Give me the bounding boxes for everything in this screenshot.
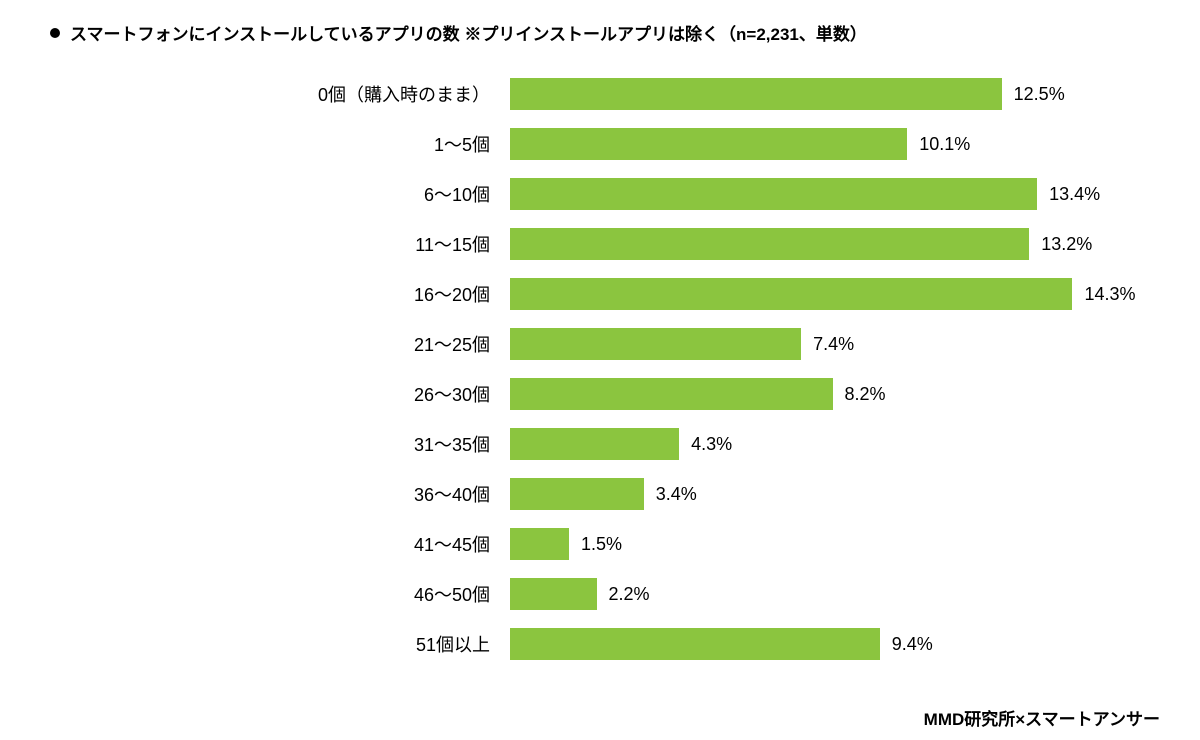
chart-row: 6～10個 13.4% bbox=[70, 175, 1170, 213]
value-label: 9.4% bbox=[892, 634, 933, 655]
value-label: 8.2% bbox=[845, 384, 886, 405]
chart-row: 16～20個 14.3% bbox=[70, 275, 1170, 313]
category-label: 1～5個 bbox=[70, 131, 510, 157]
bar bbox=[510, 278, 1072, 310]
chart-row: 21～25個 7.4% bbox=[70, 325, 1170, 363]
category-label: 46～50個 bbox=[70, 581, 510, 607]
bar bbox=[510, 228, 1029, 260]
bar bbox=[510, 528, 569, 560]
chart-row: 31～35個 4.3% bbox=[70, 425, 1170, 463]
category-label: 36～40個 bbox=[70, 481, 510, 507]
chart-row: 1～5個 10.1% bbox=[70, 125, 1170, 163]
category-label: 11～15個 bbox=[70, 231, 510, 257]
category-label: 26～30個 bbox=[70, 381, 510, 407]
bar-area: 13.2% bbox=[510, 228, 1170, 260]
bar-area: 10.1% bbox=[510, 128, 1170, 160]
bullet-icon bbox=[50, 28, 60, 38]
bar-area: 13.4% bbox=[510, 178, 1170, 210]
category-label: 41～45個 bbox=[70, 531, 510, 557]
bar-chart: 0個（購入時のまま） 12.5% 1～5個 10.1% 6～10個 13.4% 11～15個… bbox=[70, 75, 1170, 663]
chart-row: 11～15個 13.2% bbox=[70, 225, 1170, 263]
value-label: 13.2% bbox=[1041, 234, 1092, 255]
title-row: スマートフォンにインストールしているアプリの数 ※プリインストールアプリは除く（… bbox=[30, 20, 1170, 45]
bar-area: 2.2% bbox=[510, 578, 1170, 610]
chart-container: スマートフォンにインストールしているアプリの数 ※プリインストールアプリは除く（… bbox=[0, 0, 1200, 740]
category-label: 21～25個 bbox=[70, 331, 510, 357]
bar-area: 8.2% bbox=[510, 378, 1170, 410]
chart-row: 26～30個 8.2% bbox=[70, 375, 1170, 413]
value-label: 4.3% bbox=[691, 434, 732, 455]
bar bbox=[510, 378, 833, 410]
category-label: 6～10個 bbox=[70, 181, 510, 207]
bar bbox=[510, 178, 1037, 210]
category-label: 0個（購入時のまま） bbox=[70, 81, 510, 107]
bar bbox=[510, 328, 801, 360]
value-label: 1.5% bbox=[581, 534, 622, 555]
bar bbox=[510, 128, 907, 160]
bar-area: 14.3% bbox=[510, 278, 1170, 310]
chart-row: 0個（購入時のまま） 12.5% bbox=[70, 75, 1170, 113]
value-label: 7.4% bbox=[813, 334, 854, 355]
bar bbox=[510, 628, 880, 660]
value-label: 10.1% bbox=[919, 134, 970, 155]
chart-title: スマートフォンにインストールしているアプリの数 ※プリインストールアプリは除く（… bbox=[70, 20, 867, 45]
bar-area: 3.4% bbox=[510, 478, 1170, 510]
chart-row: 46～50個 2.2% bbox=[70, 575, 1170, 613]
chart-row: 51個以上 9.4% bbox=[70, 625, 1170, 663]
chart-row: 41～45個 1.5% bbox=[70, 525, 1170, 563]
value-label: 12.5% bbox=[1014, 84, 1065, 105]
bar-area: 4.3% bbox=[510, 428, 1170, 460]
bar bbox=[510, 78, 1002, 110]
value-label: 2.2% bbox=[609, 584, 650, 605]
value-label: 3.4% bbox=[656, 484, 697, 505]
category-label: 31～35個 bbox=[70, 431, 510, 457]
category-label: 51個以上 bbox=[70, 631, 510, 657]
category-label: 16～20個 bbox=[70, 281, 510, 307]
chart-row: 36～40個 3.4% bbox=[70, 475, 1170, 513]
chart-footer: MMD研究所×スマートアンサー bbox=[924, 705, 1160, 730]
bar bbox=[510, 478, 644, 510]
bar bbox=[510, 578, 597, 610]
bar-area: 12.5% bbox=[510, 78, 1170, 110]
bar-area: 9.4% bbox=[510, 628, 1170, 660]
bar-area: 1.5% bbox=[510, 528, 1170, 560]
bar bbox=[510, 428, 679, 460]
bar-area: 7.4% bbox=[510, 328, 1170, 360]
value-label: 14.3% bbox=[1084, 284, 1135, 305]
value-label: 13.4% bbox=[1049, 184, 1100, 205]
